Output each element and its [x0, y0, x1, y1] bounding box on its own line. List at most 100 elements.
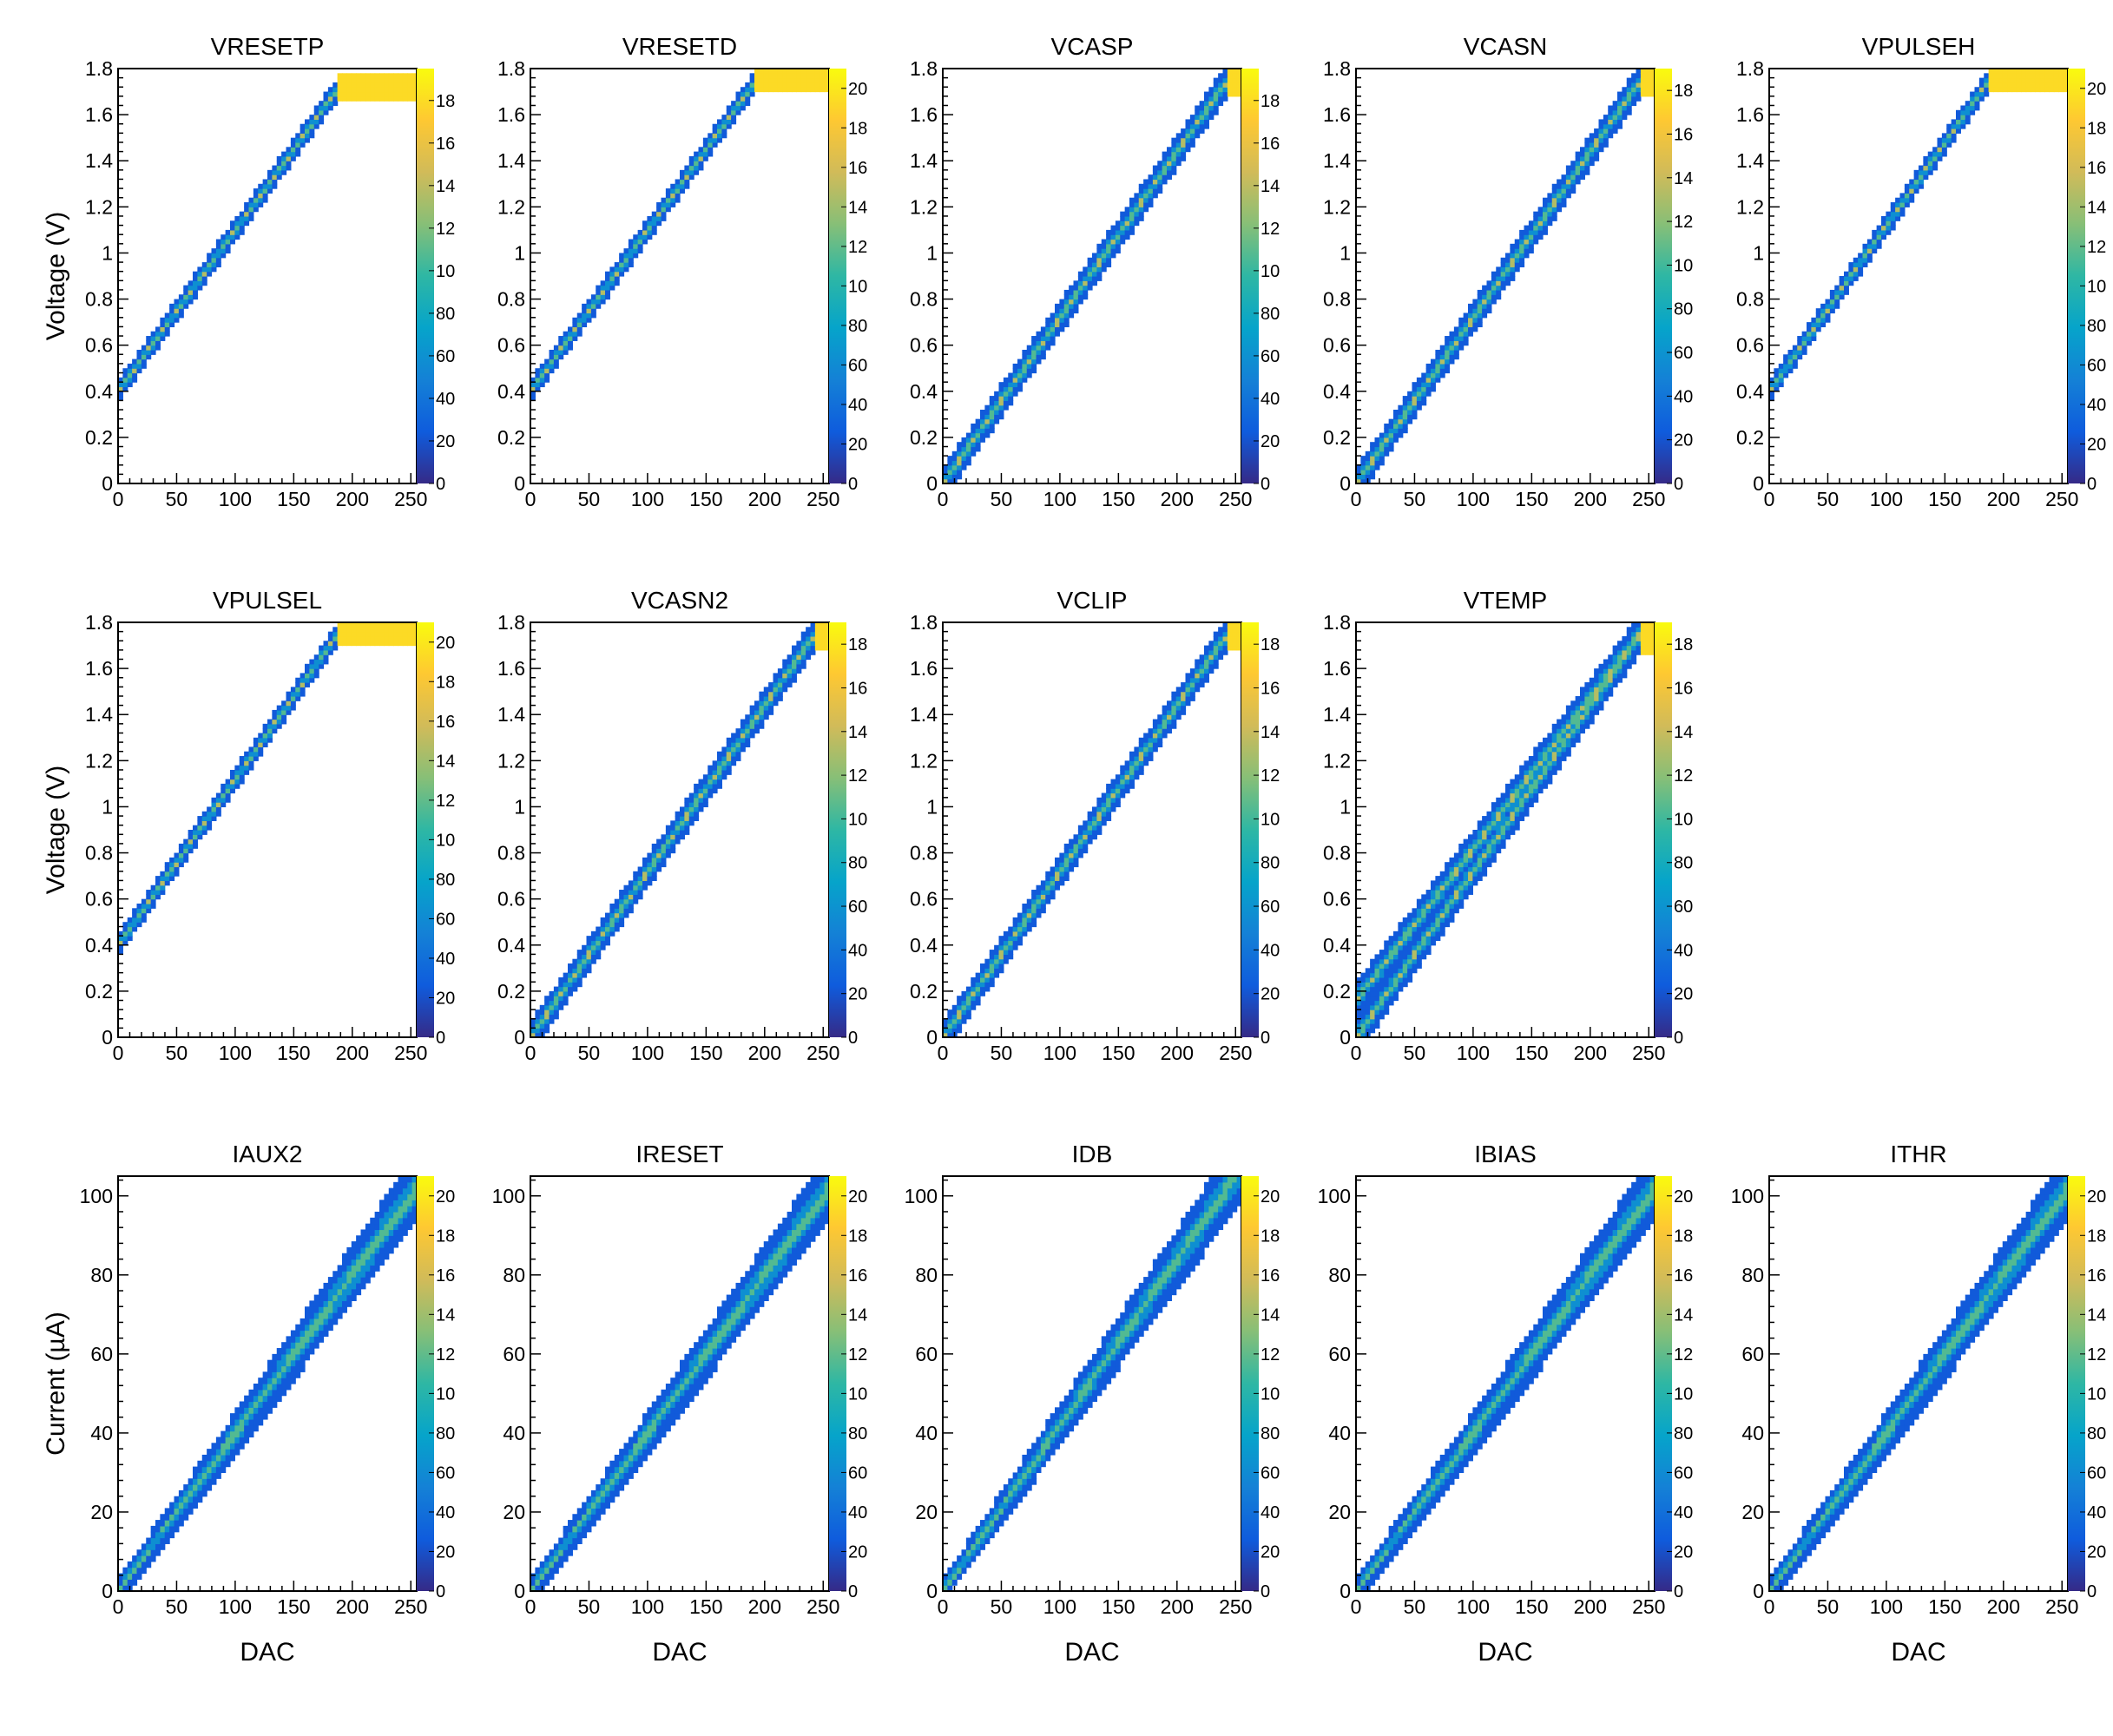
heatmap-cell	[773, 73, 779, 79]
heatmap-cell	[1069, 857, 1075, 863]
heatmap-cell	[253, 193, 259, 199]
heatmap-cell	[558, 982, 564, 988]
heatmap-cell	[1213, 105, 1219, 111]
heatmap-cell	[549, 1018, 555, 1024]
heatmap-cell	[1077, 289, 1083, 295]
heatmap-cell	[698, 147, 704, 153]
heatmap-cell	[2031, 87, 2036, 93]
heatmap-cell	[1904, 183, 1910, 189]
heatmap-cell	[169, 876, 175, 882]
heatmap-cell	[211, 806, 217, 812]
heatmap-cell	[1213, 87, 1219, 93]
heatmap-cell	[1360, 976, 1366, 983]
heatmap-cell	[1543, 225, 1548, 231]
heatmap-cell	[1208, 668, 1214, 674]
heatmap-cell	[1412, 396, 1418, 401]
heatmap-cell	[1468, 884, 1473, 891]
heatmap-cell	[1431, 377, 1436, 383]
heatmap-cell	[1557, 728, 1563, 734]
heatmap-cell	[749, 719, 755, 725]
colorbar-tick-label: 140	[1674, 169, 1702, 188]
heatmap-cell	[1421, 372, 1427, 378]
heatmap-cell	[1482, 848, 1488, 854]
heatmap-cell	[1167, 147, 1172, 153]
heatmap-cell	[1608, 663, 1614, 669]
heatmap-cell	[1175, 137, 1182, 143]
heatmap-cell	[356, 82, 362, 88]
heatmap-cell	[628, 253, 634, 259]
heatmap-cell	[356, 627, 362, 633]
heatmap-cell	[1937, 151, 1943, 157]
heatmap-cell	[1185, 141, 1191, 148]
heatmap-cell	[1204, 91, 1209, 97]
heatmap-cell	[586, 944, 592, 950]
heatmap-cell	[1858, 271, 1864, 277]
heatmap-cell	[1631, 77, 1637, 83]
heatmap-cell	[576, 976, 583, 983]
heatmap-cell	[1063, 862, 1070, 868]
heatmap-cell	[568, 986, 573, 992]
heatmap-cell	[239, 760, 245, 766]
heatmap-cell	[1486, 820, 1492, 826]
heatmap-cell	[568, 982, 573, 988]
heatmap-cell	[1402, 423, 1408, 429]
heatmap-cell	[782, 673, 788, 679]
heatmap-cell	[1472, 843, 1478, 849]
heatmap-cell	[1477, 322, 1483, 328]
heatmap-cell	[1063, 871, 1070, 877]
heatmap-cell	[1134, 197, 1140, 203]
heatmap-cell	[155, 876, 161, 882]
heatmap-cell	[1370, 1028, 1376, 1034]
heatmap-cell	[1505, 788, 1511, 794]
heatmap-cell	[1063, 322, 1070, 328]
heatmap-cell	[150, 1543, 156, 1550]
heatmap-cell	[647, 876, 653, 882]
heatmap-cell	[740, 87, 746, 93]
heatmap-cell	[1148, 179, 1154, 185]
heatmap-cell	[633, 234, 639, 240]
heatmap-cell	[118, 391, 123, 397]
heatmap-cell	[183, 294, 189, 300]
colorbar-tick-label: 80	[848, 854, 867, 873]
heatmap-cell	[1594, 128, 1600, 134]
heatmap-cell	[374, 631, 380, 637]
heatmap-cell	[535, 1018, 541, 1024]
heatmap-cell	[1120, 239, 1126, 245]
heatmap-cell	[1069, 303, 1075, 309]
heatmap-cell	[1547, 733, 1553, 739]
heatmap-cell	[702, 792, 708, 799]
heatmap-cell	[717, 137, 722, 143]
colorbar-tick-label: 40	[436, 390, 455, 409]
heatmap-cell	[1645, 91, 1651, 97]
heatmap-cell	[169, 866, 175, 872]
heatmap-cell	[164, 326, 170, 332]
heatmap-cell	[1393, 982, 1399, 988]
heatmap-cell	[402, 82, 408, 88]
colorbar-tick-label: 180	[436, 92, 464, 111]
heatmap-cell	[576, 982, 583, 988]
y-tick-label: 0.4	[85, 380, 113, 403]
x-tick-label: 150	[1515, 1042, 1548, 1064]
heatmap-cell	[118, 382, 123, 388]
heatmap-cell	[1801, 336, 1807, 341]
heatmap-cell	[1458, 852, 1465, 858]
heatmap-cell	[384, 95, 390, 102]
heatmap-cell	[290, 691, 296, 697]
y-tick-label: 0.6	[85, 334, 113, 357]
heatmap-cell	[1631, 627, 1637, 633]
heatmap-cell	[1598, 695, 1604, 701]
y-tick-label: 1.4	[910, 149, 938, 172]
heatmap-cell	[262, 193, 268, 199]
heatmap-cell	[989, 418, 995, 424]
heatmap-cell	[1017, 917, 1023, 923]
heatmap-cell	[1022, 912, 1028, 918]
heatmap-cell	[1463, 331, 1469, 337]
heatmap-cell	[1974, 101, 1980, 107]
heatmap-cell	[1612, 115, 1618, 121]
heatmap-cell	[337, 622, 343, 628]
heatmap-cell	[1040, 345, 1046, 351]
heatmap-cell	[1416, 954, 1422, 960]
heatmap-cell	[1909, 183, 1915, 189]
heatmap-cell	[281, 155, 287, 161]
heatmap-cell	[1431, 898, 1436, 904]
